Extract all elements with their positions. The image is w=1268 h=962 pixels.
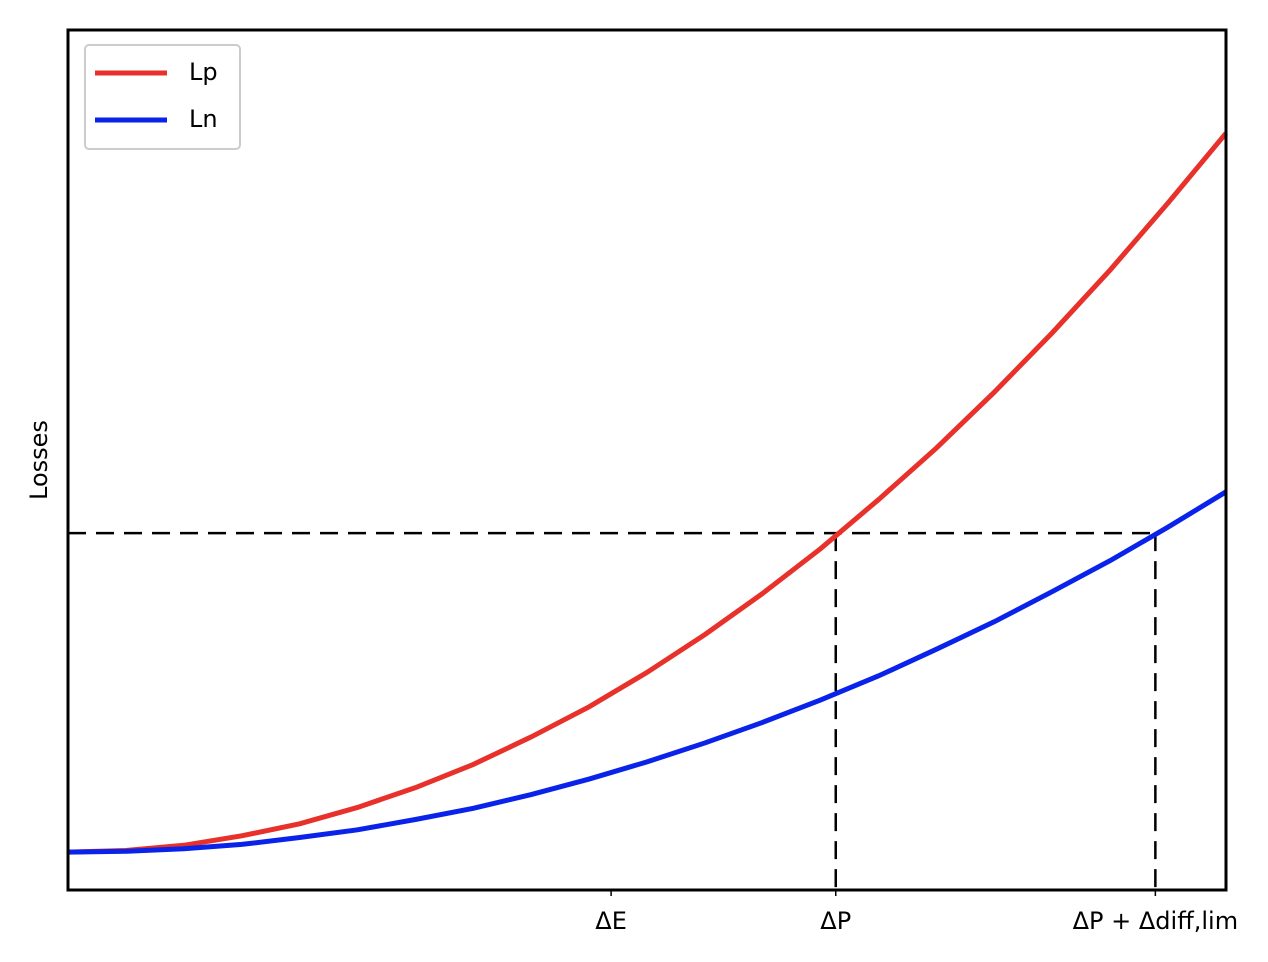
line-series (67, 489, 1228, 855)
line-series (67, 131, 1228, 855)
x-tick-label: ΔP + Δdiff,lim (1073, 907, 1238, 935)
y-axis-label: Losses (25, 420, 53, 500)
x-tick-label: ΔP (820, 907, 851, 935)
plot-frame (66, 28, 1228, 892)
legend-label: Ln (189, 105, 218, 133)
x-tick-label: ΔE (595, 907, 627, 935)
legend-label: Lp (189, 58, 218, 86)
